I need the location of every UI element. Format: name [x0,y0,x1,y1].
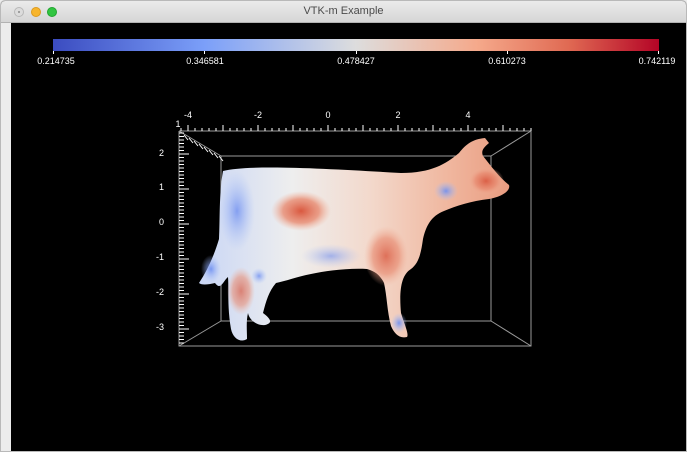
x-tick-label: -4 [184,110,192,120]
heat-region [227,267,255,315]
axis-tick [218,155,224,162]
window-left-border [1,23,11,451]
color-bar-tick [204,51,205,54]
title-bar[interactable]: VTK-m Example [1,1,686,23]
axis-tick [198,143,204,150]
y-tick-label: 0 [159,217,164,227]
close-button[interactable] [14,7,24,17]
color-bar-label: 0.478427 [337,56,375,66]
cool-region [201,255,221,283]
y-tick-label: 2 [159,148,164,158]
axis-minor-ticks [179,125,532,344]
x-tick-label: 2 [395,110,400,120]
axis-tick [183,134,189,141]
color-bar-label: 0.610273 [488,56,526,66]
color-bar-label: 0.214735 [37,56,75,66]
axis-tick [208,149,214,156]
color-bar [53,39,659,51]
box-edge [178,130,222,157]
color-bar-tick [507,51,508,54]
box-edge [490,320,532,347]
zoom-button[interactable] [47,7,57,17]
heat-region [468,167,504,195]
box-edge [490,130,532,157]
cool-region [251,268,267,284]
axis-tick [213,152,219,159]
color-bar-label: 0.346581 [186,56,224,66]
minimize-button[interactable] [31,7,41,17]
box-edge [178,320,222,347]
heat-region [271,191,331,231]
axis-labels: -4 -2 0 2 4 2 1 0 -1 -2 -3 1 [156,110,471,332]
y-tick-label: -1 [156,252,164,262]
z-tick-label: 1 [175,119,180,129]
cool-region [434,181,458,201]
x-tick-label: 0 [325,110,330,120]
cool-region [301,244,361,268]
cool-region [219,171,255,251]
window-title: VTK-m Example [303,5,384,17]
color-bar-tick [53,51,54,54]
color-bar-label: 0.742119 [638,56,676,66]
cow-body [199,138,510,341]
cool-region [391,313,407,333]
axis-tick [193,140,199,147]
color-bar-tick [658,51,659,54]
cow-model [199,138,510,341]
color-bar-tick [356,51,357,54]
axis-tick [188,137,194,144]
x-tick-label: -2 [254,110,262,120]
axis-tick [203,146,209,153]
y-tick-label: -3 [156,322,164,332]
y-tick-label: -2 [156,287,164,297]
y-tick-label: 1 [159,182,164,192]
heat-region [364,226,408,286]
x-tick-label: 4 [465,110,470,120]
